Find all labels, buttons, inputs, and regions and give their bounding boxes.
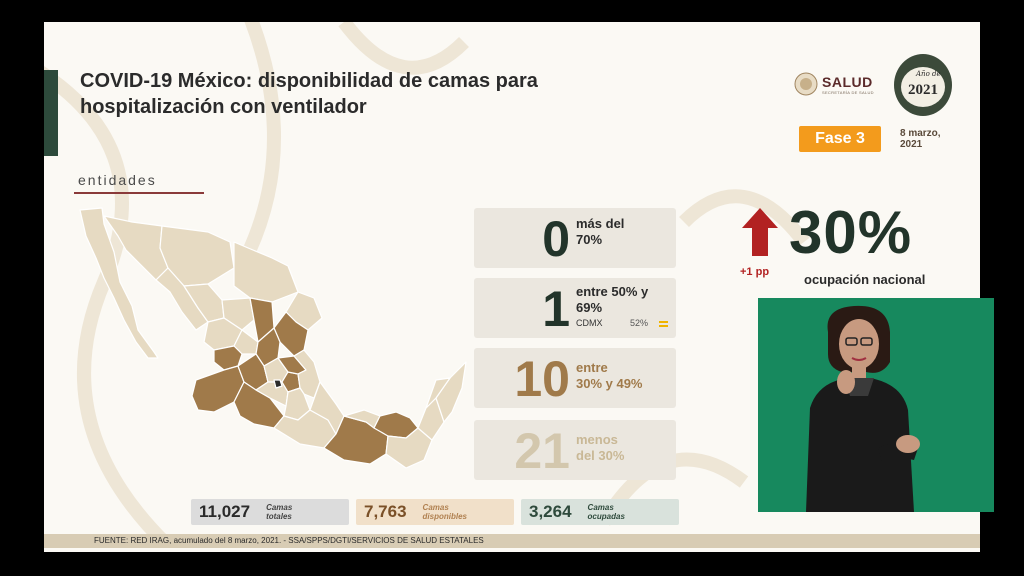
summary-occupied-beds: 3,264 Camas ocupadas <box>521 499 679 525</box>
summary-label-line1: Camas <box>587 503 614 512</box>
stat-card-desc-line1: menos <box>576 432 618 447</box>
stat-card-description: entre 50% y 69% <box>576 284 648 316</box>
stat-card-number: 21 <box>514 423 570 479</box>
stat-card-desc-line2: 30% y 49% <box>576 376 643 391</box>
summary-label: Camas disponibles <box>423 503 467 521</box>
summary-available-beds: 7,763 Camas disponibles <box>356 499 514 525</box>
year-logo-year: 2021 <box>908 82 938 98</box>
stat-card-desc-line2: del 30% <box>576 448 625 463</box>
state-percentage: 52% <box>630 318 649 328</box>
equal-icon <box>659 321 668 323</box>
summary-label-line2: totales <box>266 512 292 521</box>
section-label: entidades <box>78 172 157 188</box>
salud-emblem-icon <box>794 72 818 96</box>
state-name: CDMX <box>576 318 603 328</box>
section-underline <box>74 192 204 194</box>
stat-card-description: más del 70% <box>576 216 624 248</box>
summary-total-beds: 11,027 Camas totales <box>191 499 349 525</box>
stat-card-number: 1 <box>542 281 570 337</box>
salud-logo: SALUD SECRETARÍA DE SALUD <box>794 72 874 96</box>
summary-value: 3,264 <box>529 502 572 521</box>
stat-card-under-30: 21 menos del 30% <box>474 420 676 480</box>
stat-card-desc-line2: 69% <box>576 300 603 315</box>
interpreter-figure <box>806 305 920 512</box>
page-title: COVID-19 México: disponibilidad de camas… <box>80 70 538 118</box>
stat-card-desc-line1: más del <box>576 216 625 231</box>
stat-card-number: 10 <box>514 351 570 407</box>
stat-card-30-49: 10 entre 30% y 49% <box>474 348 676 408</box>
summary-label-line2: ocupadas <box>587 512 625 521</box>
stat-card-desc-line1: entre <box>576 360 608 375</box>
footer-bar <box>44 534 980 548</box>
salud-logo-subtext: SECRETARÍA DE SALUD <box>822 89 874 95</box>
national-change: +1 pp <box>740 266 770 278</box>
year-logo-top: Año de <box>915 70 941 78</box>
stat-card-desc-line2: 70% <box>576 232 603 247</box>
summary-label: Camas ocupadas <box>588 503 625 521</box>
source-footnote: FUENTE: RED IRAG, acumulado del 8 marzo,… <box>94 536 484 545</box>
mexico-states-map <box>79 207 467 469</box>
stat-card-over-70: 0 más del 70% <box>474 208 676 268</box>
phase-date-line2: 2021 <box>900 139 923 150</box>
stat-card-desc-line1: entre 50% y <box>576 284 649 299</box>
phase-badge: Fase 3 <box>799 126 881 152</box>
year-2021-logo: Año de 2021 <box>894 54 952 116</box>
national-occupancy-label: ocupación nacional <box>804 272 926 287</box>
summary-label-line1: Camas <box>266 503 293 512</box>
stat-card-50-69: 1 entre 50% y 69% CDMX 52% <box>474 278 676 338</box>
title-accent-bar <box>44 70 58 156</box>
national-occupancy-value: 30% <box>789 199 913 266</box>
phase-date: 8 marzo, 2021 <box>900 128 941 150</box>
phase-date-line1: 8 marzo, <box>900 128 941 139</box>
summary-label-line1: Camas <box>422 503 449 512</box>
summary-value: 11,027 <box>199 502 251 521</box>
arrow-up-icon <box>742 208 778 256</box>
summary-value: 7,763 <box>364 502 407 521</box>
slide: COVID-19 México: disponibilidad de camas… <box>44 22 980 552</box>
stat-card-description: menos del 30% <box>576 432 624 464</box>
salud-logo-text: SALUD <box>822 73 873 90</box>
sign-language-interpreter-video <box>758 298 994 512</box>
stat-card-description: entre 30% y 49% <box>576 360 643 392</box>
summary-label: Camas totales <box>266 503 292 521</box>
summary-label-line2: disponibles <box>422 512 467 521</box>
stat-card-number: 0 <box>542 211 570 267</box>
